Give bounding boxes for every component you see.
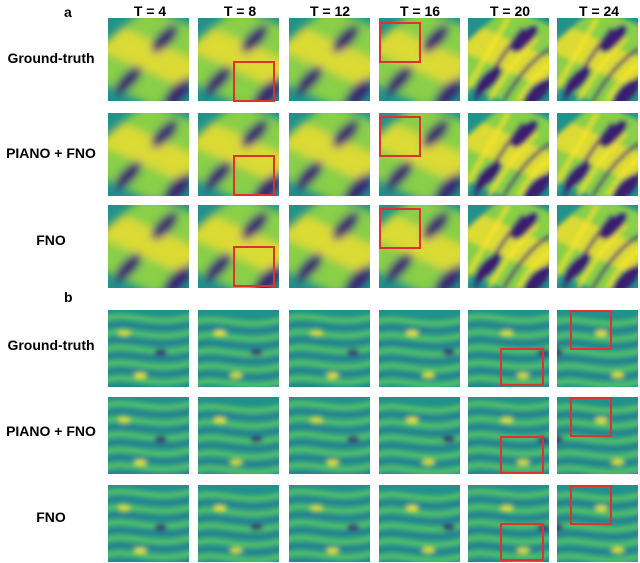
field-tile xyxy=(289,205,370,288)
field-tile xyxy=(108,485,189,562)
highlight-box xyxy=(233,61,275,102)
highlight-box xyxy=(379,208,421,249)
field-tile xyxy=(557,18,638,101)
field-tile xyxy=(108,113,189,196)
highlight-box xyxy=(379,22,421,63)
highlight-box xyxy=(233,246,275,287)
field-tile xyxy=(468,18,549,101)
highlight-box xyxy=(570,485,612,525)
field-tile xyxy=(198,113,279,196)
field-tile xyxy=(379,310,460,387)
column-header-t24: T = 24 xyxy=(578,3,620,19)
row-label-fno-b: FNO xyxy=(36,509,66,525)
highlight-box xyxy=(570,397,612,437)
highlight-box xyxy=(500,436,544,474)
highlight-box xyxy=(233,155,275,196)
field-tile xyxy=(198,310,279,387)
column-header-t16: T = 16 xyxy=(399,3,441,19)
field-tile xyxy=(557,113,638,196)
field-tile xyxy=(108,205,189,288)
row-label-ground-truth-a: Ground-truth xyxy=(7,50,95,66)
field-tile xyxy=(379,397,460,474)
highlight-box xyxy=(379,116,421,157)
row-label-piano-fno-a: PIANO + FNO xyxy=(6,145,96,161)
row-label-piano-fno-b: PIANO + FNO xyxy=(6,423,96,439)
field-tile xyxy=(289,310,370,387)
field-tile xyxy=(289,113,370,196)
field-tile xyxy=(289,485,370,562)
field-tile xyxy=(108,18,189,101)
field-tile xyxy=(557,205,638,288)
column-header-t12: T = 12 xyxy=(309,3,351,19)
field-tile xyxy=(108,310,189,387)
highlight-box xyxy=(570,310,612,350)
field-tile xyxy=(468,113,549,196)
row-label-fno-a: FNO xyxy=(36,232,66,248)
field-tile xyxy=(289,18,370,101)
column-header-t8: T = 8 xyxy=(223,3,257,19)
field-tile xyxy=(468,310,549,387)
field-tile xyxy=(379,485,460,562)
highlight-box xyxy=(500,348,544,386)
field-tile xyxy=(468,397,549,474)
field-tile xyxy=(289,397,370,474)
column-header-t4: T = 4 xyxy=(133,3,167,19)
field-tile xyxy=(468,205,549,288)
field-tile xyxy=(198,485,279,562)
panel-a-label: a xyxy=(64,4,72,20)
field-tile xyxy=(198,18,279,101)
field-tile xyxy=(198,397,279,474)
highlight-box xyxy=(500,523,544,561)
panel-b-label: b xyxy=(64,289,73,305)
field-tile xyxy=(379,113,460,196)
column-header-t20: T = 20 xyxy=(489,3,531,19)
row-label-ground-truth-b: Ground-truth xyxy=(7,337,95,353)
field-tile xyxy=(108,397,189,474)
